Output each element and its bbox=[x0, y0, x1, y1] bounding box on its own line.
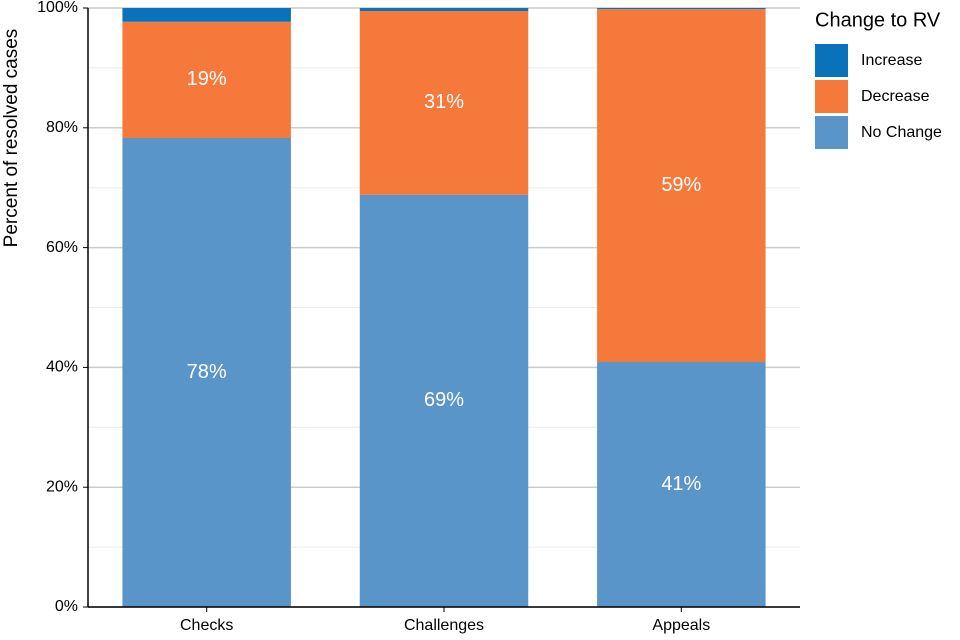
legend-label: Decrease bbox=[861, 88, 930, 105]
value-label: 78% bbox=[187, 361, 227, 383]
value-label: 69% bbox=[424, 389, 464, 411]
bar-segment bbox=[122, 8, 291, 22]
y-tick-label: 80% bbox=[46, 119, 78, 136]
y-axis-label: Percent of resolved cases bbox=[1, 29, 22, 248]
bar-segment bbox=[597, 8, 766, 10]
bar-segment bbox=[359, 8, 529, 11]
value-label: 31% bbox=[424, 91, 464, 113]
y-tick-label: 100% bbox=[37, 0, 78, 16]
y-tick-label: 0% bbox=[55, 598, 78, 615]
y-tick-label: 40% bbox=[46, 359, 78, 376]
bar-segment bbox=[359, 194, 529, 607]
x-tick-label: Appeals bbox=[652, 617, 710, 634]
x-tick-label: Checks bbox=[180, 617, 233, 634]
value-label: 59% bbox=[661, 174, 701, 196]
bar-segment bbox=[122, 21, 291, 138]
legend-key bbox=[815, 44, 848, 77]
bar-segment bbox=[122, 137, 291, 607]
legend-title: Change to RV bbox=[815, 9, 941, 31]
legend-key bbox=[815, 80, 848, 113]
bar-segment bbox=[597, 362, 766, 607]
x-tick-label: Challenges bbox=[404, 617, 484, 634]
bar-segment bbox=[359, 10, 529, 195]
bar-segment bbox=[597, 9, 766, 363]
y-tick-label: 60% bbox=[46, 239, 78, 256]
legend-label: No Change bbox=[861, 124, 942, 141]
legend-key bbox=[815, 116, 848, 149]
value-label: 19% bbox=[187, 68, 227, 90]
value-label: 41% bbox=[661, 473, 701, 495]
legend-label: Increase bbox=[861, 52, 922, 69]
y-tick-label: 20% bbox=[46, 478, 78, 495]
